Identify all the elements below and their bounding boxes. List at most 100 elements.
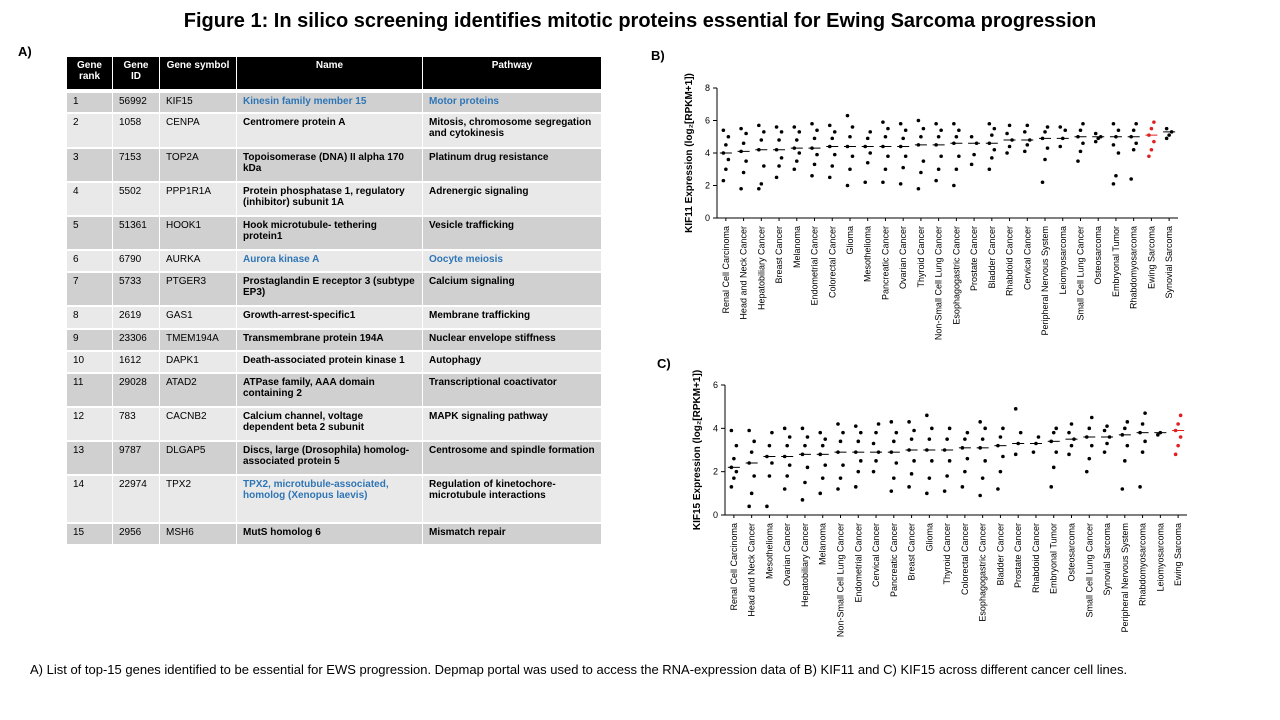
data-point [921, 159, 926, 163]
table-header-cell: Gene rank [67, 57, 113, 89]
data-point [1111, 182, 1116, 186]
data-point [939, 128, 943, 133]
data-point [734, 443, 739, 448]
table-cell: CACNB2 [160, 408, 237, 441]
data-point [810, 121, 814, 126]
data-point [838, 439, 843, 444]
data-point [732, 476, 736, 480]
table-cell: Calcium channel, voltage dependent beta … [237, 408, 423, 441]
table-cell: 3 [67, 149, 113, 182]
data-point [889, 420, 894, 424]
data-point [836, 422, 840, 426]
table-cell: Membrane trafficking [423, 307, 602, 329]
data-point [1116, 151, 1121, 155]
data-point [1143, 411, 1147, 415]
data-point [960, 485, 965, 489]
data-point [721, 178, 726, 183]
data-point [965, 456, 970, 461]
y-tick-label: 6 [713, 380, 718, 390]
data-point [952, 183, 956, 188]
data-point [1054, 450, 1059, 454]
x-tick-label: Embryonal Tumor [1049, 523, 1059, 594]
table-cell: DLGAP5 [160, 442, 237, 475]
data-point [832, 152, 837, 157]
table-cell: PPP1R1A [160, 183, 237, 216]
data-point [1081, 141, 1085, 146]
data-point [1022, 130, 1027, 134]
table-cell: HOOK1 [160, 217, 237, 250]
table-cell: 7153 [113, 149, 160, 182]
data-point [1005, 131, 1009, 136]
data-point [1069, 422, 1074, 426]
data-point [1051, 465, 1056, 470]
table-cell: AURKA [160, 251, 237, 272]
data-point [980, 437, 985, 441]
data-point [774, 125, 779, 129]
data-point [832, 130, 837, 134]
data-point [794, 138, 799, 142]
data-point [838, 476, 843, 480]
data-point [1178, 413, 1183, 418]
x-tick-label: Rhabdomyosarcoma [1138, 523, 1148, 606]
table-cell: Platinum drug resistance [423, 149, 602, 182]
data-point [886, 126, 890, 131]
data-point [1102, 450, 1107, 454]
table-cell: ATAD2 [160, 374, 237, 407]
data-point [1156, 433, 1160, 437]
x-tick-label: Hepatobiliary Cancer [800, 523, 810, 607]
data-point [965, 430, 970, 435]
data-point [936, 167, 941, 172]
data-point [785, 443, 789, 448]
data-point [815, 128, 819, 133]
table-cell: 1058 [113, 114, 160, 148]
data-point [1116, 128, 1121, 133]
data-point [996, 487, 1000, 491]
table-cell: Discs, large (Drosophila) homolog-associ… [237, 442, 423, 475]
table-cell: 12 [67, 408, 113, 441]
x-tick-label: Breast Cancer [907, 523, 917, 581]
y-axis-label: KIF15 Expression (log₂[RPKM+1]) [692, 370, 703, 530]
data-point [732, 456, 736, 461]
figure-title: Figure 1: In silico screening identifies… [183, 10, 1097, 32]
table-cell: CENPA [160, 114, 237, 148]
table-cell: Adrenergic signaling [423, 183, 602, 216]
data-point [777, 138, 781, 142]
data-point [770, 461, 774, 465]
data-point [927, 476, 932, 480]
data-point [1067, 430, 1071, 435]
data-point [820, 476, 825, 480]
data-point [947, 459, 952, 463]
x-tick-label: Head and Neck Cancer [739, 226, 749, 320]
panel-label: C) [657, 356, 671, 371]
data-point [779, 130, 784, 134]
table-cell: 5 [67, 217, 113, 250]
x-tick-label: Synovial Sarcoma [1164, 226, 1174, 299]
data-point [856, 439, 861, 444]
data-point [930, 426, 934, 431]
table-header-cell: Name [237, 57, 423, 89]
data-point [1067, 452, 1071, 457]
table-header-cell: Gene symbol [160, 57, 237, 89]
data-point [800, 498, 805, 502]
x-tick-label: Ovarian Cancer [898, 226, 908, 289]
data-point [863, 180, 868, 185]
data-point [1167, 133, 1171, 137]
data-point [1025, 143, 1030, 147]
data-point [983, 459, 987, 463]
data-point [797, 151, 802, 155]
data-point [848, 134, 852, 139]
data-point [916, 118, 921, 123]
data-point [726, 157, 731, 162]
data-point [739, 126, 743, 131]
table-cell: 783 [113, 408, 160, 441]
data-point [792, 167, 797, 172]
data-point [1143, 439, 1147, 444]
table-cell: Transcriptional coactivator [423, 374, 602, 407]
table-cell: TOP2A [160, 149, 237, 182]
table-cell: 11 [67, 374, 113, 407]
data-point [765, 504, 769, 509]
data-point [770, 430, 774, 435]
data-point [721, 128, 726, 133]
data-point [963, 437, 967, 441]
